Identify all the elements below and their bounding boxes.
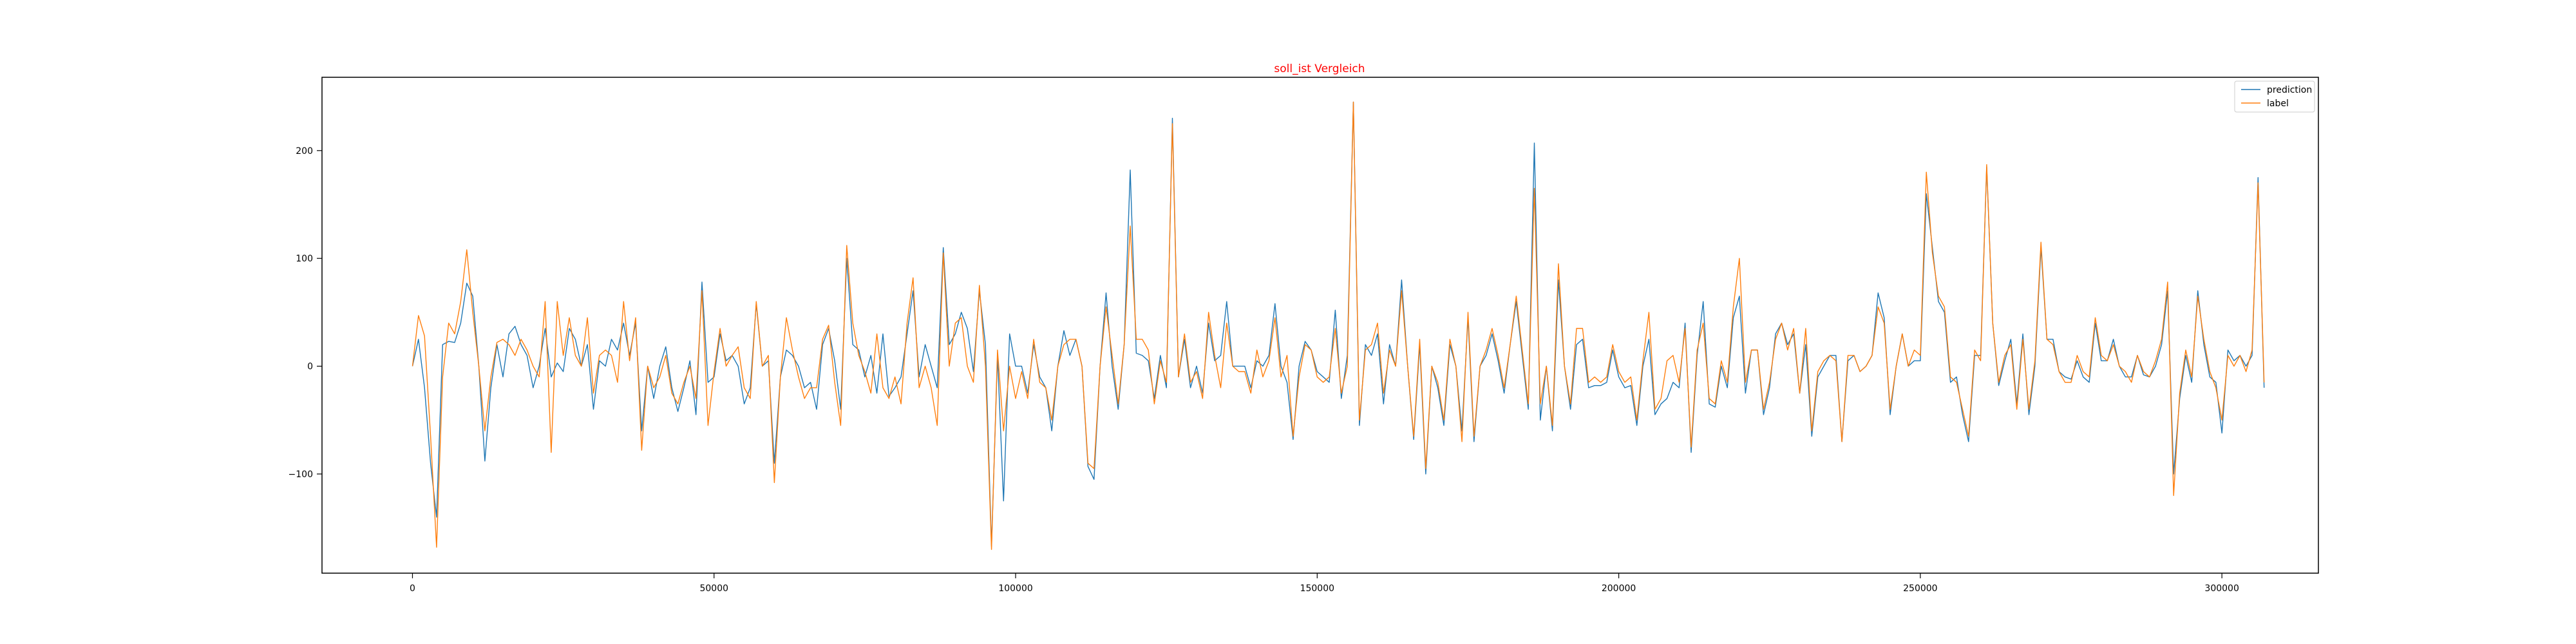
x-tick-label: 150000 bbox=[1300, 583, 1334, 594]
legend: prediction label bbox=[2234, 80, 2315, 113]
y-tick-label: 0 bbox=[307, 362, 313, 372]
y-axis: −100 0 100 200 bbox=[289, 146, 322, 480]
x-tick-label: 250000 bbox=[1903, 583, 1937, 594]
x-tick-label: 200000 bbox=[1602, 583, 1636, 594]
y-tick-label: 100 bbox=[296, 254, 313, 264]
legend-label-prediction: prediction bbox=[2267, 85, 2312, 95]
chart-title: soll_ist Vergleich bbox=[1274, 62, 1365, 75]
y-tick-label: −100 bbox=[289, 469, 313, 480]
legend-box bbox=[2234, 80, 2315, 113]
x-tick-label: 100000 bbox=[998, 583, 1032, 594]
series-line-prediction bbox=[412, 101, 2265, 547]
axes: 0 50000 100000 150000 200000 250000 300000 −10… bbox=[289, 77, 2319, 594]
series-line-label bbox=[412, 101, 2265, 550]
x-tick-label: 50000 bbox=[699, 583, 728, 594]
legend-label-label: label bbox=[2267, 99, 2289, 109]
y-tick-label: 200 bbox=[296, 146, 313, 156]
x-axis: 0 50000 100000 150000 200000 250000 300000 bbox=[410, 573, 2239, 594]
x-tick-label: 0 bbox=[410, 583, 415, 594]
series-lines bbox=[412, 101, 2265, 550]
x-tick-label: 300000 bbox=[2204, 583, 2239, 594]
plot-area-frame bbox=[321, 77, 2319, 574]
